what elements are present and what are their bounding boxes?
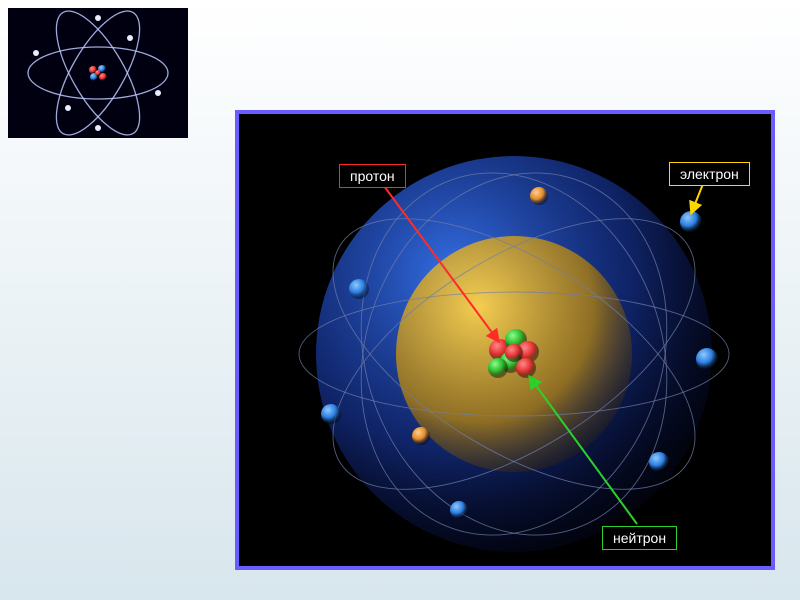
atom-diagram-panel: протон электрон нейтрон	[235, 110, 775, 570]
page-root: протон электрон нейтрон	[0, 0, 800, 600]
atom-icon	[8, 8, 188, 138]
neutron-label: нейтрон	[602, 526, 677, 550]
proton-label: протон	[339, 164, 406, 188]
atom-icon-svg	[8, 8, 188, 138]
electron-label: электрон	[669, 162, 750, 186]
